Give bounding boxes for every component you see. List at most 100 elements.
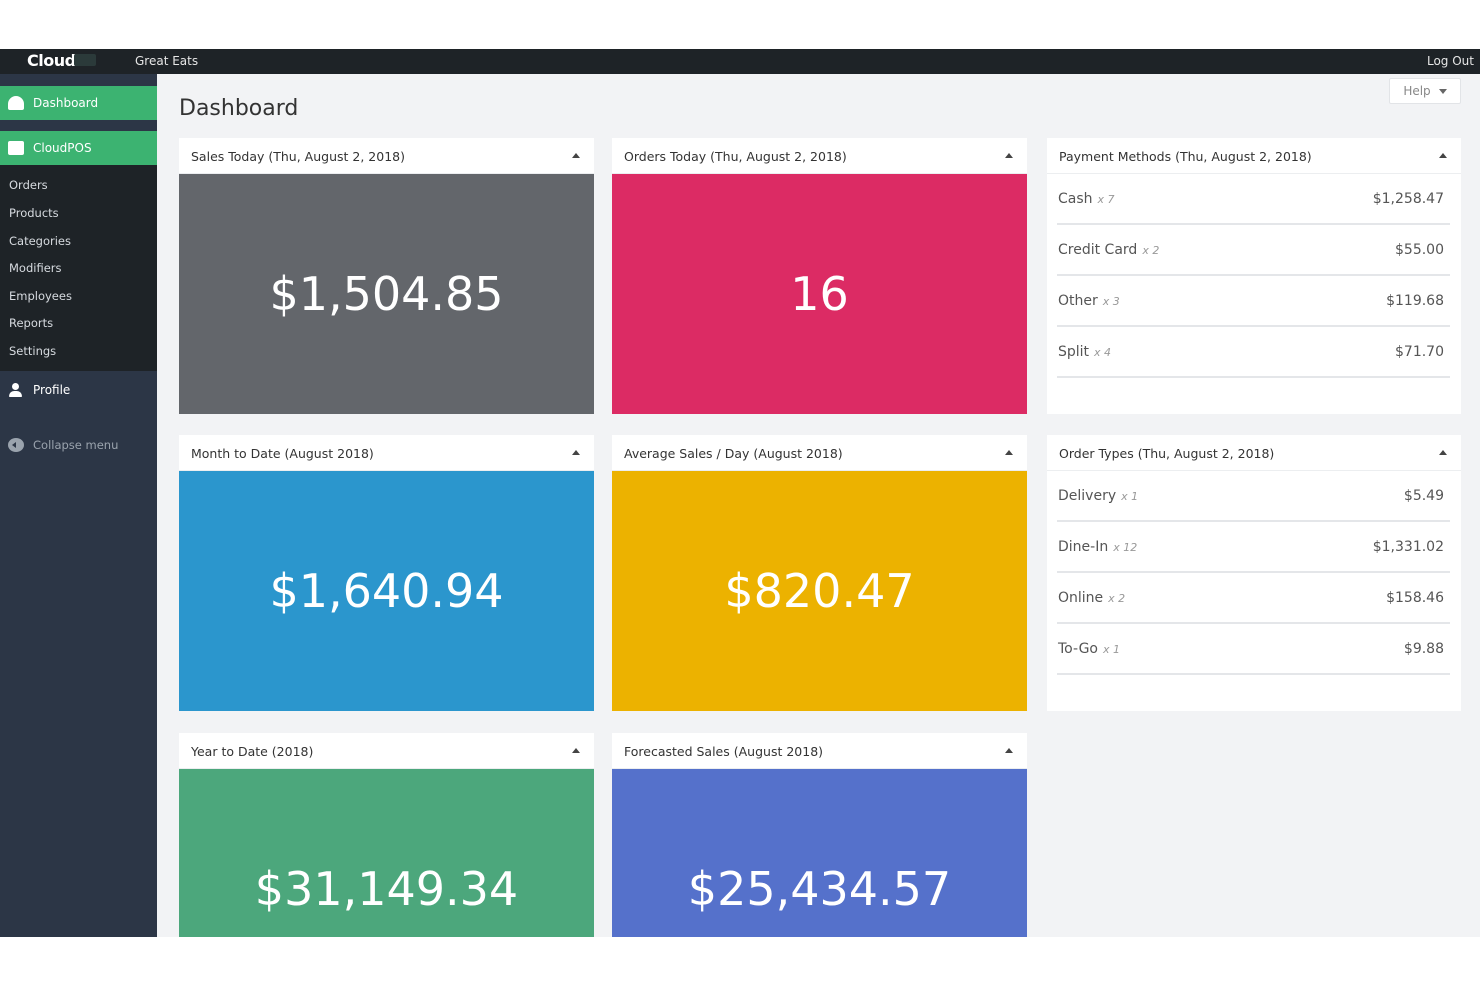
row-label-text: Delivery — [1058, 488, 1117, 504]
list-item: Other x 3 $119.68 — [1057, 276, 1450, 327]
row-label: Dine-In x 12 — [1058, 539, 1137, 555]
row-amount: $9.88 — [1403, 641, 1444, 657]
panel-header: Average Sales / Day (August 2018) — [612, 435, 1027, 471]
stat-value: $1,504.85 — [269, 267, 504, 321]
sidebar-item-cloudpos[interactable]: CloudPOS — [0, 131, 157, 165]
stat-tile: $1,504.85 — [179, 174, 594, 414]
payment-methods-panel: Payment Methods (Thu, August 2, 2018) Ca… — [1047, 138, 1461, 414]
stat-tile: $1,640.94 — [179, 471, 594, 711]
order-types-panel: Order Types (Thu, August 2, 2018) Delive… — [1047, 435, 1461, 711]
panel-title: Forecasted Sales (August 2018) — [624, 744, 824, 759]
row-amount: $1,331.02 — [1372, 539, 1444, 555]
panel-title: Sales Today (Thu, August 2, 2018) — [191, 149, 405, 164]
row-amount: $158.46 — [1386, 590, 1444, 606]
panel-title: Orders Today (Thu, August 2, 2018) — [624, 149, 847, 164]
row-amount: $55.00 — [1395, 242, 1444, 258]
list-item: To-Go x 1 $9.88 — [1057, 624, 1450, 675]
panel-header: Year to Date (2018) — [179, 733, 594, 769]
collapse-panel-icon[interactable] — [572, 153, 580, 158]
stat-value: $1,640.94 — [269, 564, 504, 618]
row-count: x 3 — [1102, 295, 1120, 308]
row-amount: $119.68 — [1386, 293, 1444, 309]
panel-title: Average Sales / Day (August 2018) — [624, 446, 843, 461]
forecasted-sales-panel: Forecasted Sales (August 2018) $25,434.5… — [612, 733, 1027, 937]
list-item: Online x 2 $158.46 — [1057, 573, 1450, 624]
collapse-panel-icon[interactable] — [1005, 748, 1013, 753]
stat-value: $820.47 — [724, 564, 915, 618]
sidebar-item-categories[interactable]: Categories — [9, 234, 71, 248]
panel-header: Order Types (Thu, August 2, 2018) — [1047, 435, 1461, 471]
sidebar-item-label: CloudPOS — [33, 141, 92, 155]
stat-value: $25,434.57 — [687, 862, 952, 916]
dashboard-icon — [8, 96, 24, 110]
panel-header: Orders Today (Thu, August 2, 2018) — [612, 138, 1027, 174]
list-item: Credit Card x 2 $55.00 — [1057, 225, 1450, 276]
top-bar: Cloud Great Eats Log Out — [0, 49, 1480, 74]
month-to-date-panel: Month to Date (August 2018) $1,640.94 — [179, 435, 594, 711]
collapse-menu-button[interactable]: Collapse menu — [0, 434, 157, 456]
row-label-text: Credit Card — [1058, 242, 1138, 258]
panel-header: Month to Date (August 2018) — [179, 435, 594, 471]
panel-title: Year to Date (2018) — [191, 744, 314, 759]
list-item: Delivery x 1 $5.49 — [1057, 471, 1450, 522]
collapse-panel-icon[interactable] — [1005, 450, 1013, 455]
help-dropdown-button[interactable]: Help — [1389, 78, 1461, 104]
brand-logo[interactable]: Cloud — [27, 51, 76, 70]
sidebar-item-settings[interactable]: Settings — [9, 344, 57, 358]
stat-tile: 16 — [612, 174, 1027, 414]
row-label-text: Online — [1058, 590, 1104, 606]
row-count: x 2 — [1142, 244, 1160, 257]
row-count: x 1 — [1102, 643, 1120, 656]
sidebar-item-employees[interactable]: Employees — [9, 289, 72, 303]
sidebar-item-label: Dashboard — [33, 96, 99, 110]
page-title: Dashboard — [179, 96, 299, 121]
row-amount: $1,258.47 — [1372, 191, 1444, 207]
panel-title: Month to Date (August 2018) — [191, 446, 374, 461]
orders-today-panel: Orders Today (Thu, August 2, 2018) 16 — [612, 138, 1027, 414]
panel-title: Payment Methods (Thu, August 2, 2018) — [1059, 149, 1312, 164]
logout-link[interactable]: Log Out — [1426, 54, 1474, 68]
collapse-panel-icon[interactable] — [1005, 153, 1013, 158]
row-count: x 7 — [1097, 193, 1115, 206]
row-count: x 12 — [1113, 541, 1138, 554]
collapse-menu-label: Collapse menu — [33, 438, 119, 452]
row-amount: $71.70 — [1395, 344, 1444, 360]
panel-title: Order Types (Thu, August 2, 2018) — [1059, 446, 1275, 461]
sidebar-item-dashboard[interactable]: Dashboard — [0, 86, 157, 120]
row-label: Credit Card x 2 — [1058, 242, 1159, 258]
stat-value: $31,149.34 — [254, 862, 519, 916]
help-label: Help — [1403, 84, 1431, 98]
panel-header: Payment Methods (Thu, August 2, 2018) — [1047, 138, 1461, 174]
collapse-arrow-icon — [8, 438, 24, 452]
collapse-panel-icon[interactable] — [1439, 450, 1447, 455]
list-item: Dine-In x 12 $1,331.02 — [1057, 522, 1450, 573]
cloudpos-submenu: Orders Products Categories Modifiers Emp… — [0, 165, 157, 371]
list-item: Split x 4 $71.70 — [1057, 327, 1450, 378]
sidebar: Dashboard CloudPOS Orders Products Categ… — [0, 74, 157, 937]
collapse-panel-icon[interactable] — [572, 450, 580, 455]
collapse-panel-icon[interactable] — [1439, 153, 1447, 158]
user-icon — [8, 383, 24, 397]
average-sales-panel: Average Sales / Day (August 2018) $820.4… — [612, 435, 1027, 711]
sidebar-item-products[interactable]: Products — [9, 206, 59, 220]
row-label: Cash x 7 — [1058, 191, 1115, 207]
collapse-panel-icon[interactable] — [572, 748, 580, 753]
cloudpos-icon — [8, 141, 24, 155]
stat-tile: $31,149.34 — [179, 769, 594, 937]
stat-tile: $25,434.57 — [612, 769, 1027, 937]
row-label: Online x 2 — [1058, 590, 1125, 606]
row-label-text: Dine-In — [1058, 539, 1109, 555]
row-label-text: Other — [1058, 293, 1098, 309]
sidebar-item-reports[interactable]: Reports — [9, 316, 54, 330]
row-amount: $5.49 — [1403, 488, 1444, 504]
chevron-down-icon — [1438, 88, 1447, 94]
sidebar-item-orders[interactable]: Orders — [9, 178, 48, 192]
row-label-text: Cash — [1058, 191, 1093, 207]
row-label: To-Go x 1 — [1058, 641, 1120, 657]
sidebar-item-modifiers[interactable]: Modifiers — [9, 261, 62, 275]
row-label-text: To-Go — [1058, 641, 1098, 657]
sidebar-item-profile[interactable]: Profile — [0, 377, 157, 403]
row-count: x 4 — [1094, 346, 1112, 359]
stat-value: 16 — [790, 267, 849, 321]
sales-today-panel: Sales Today (Thu, August 2, 2018) $1,504… — [179, 138, 594, 414]
